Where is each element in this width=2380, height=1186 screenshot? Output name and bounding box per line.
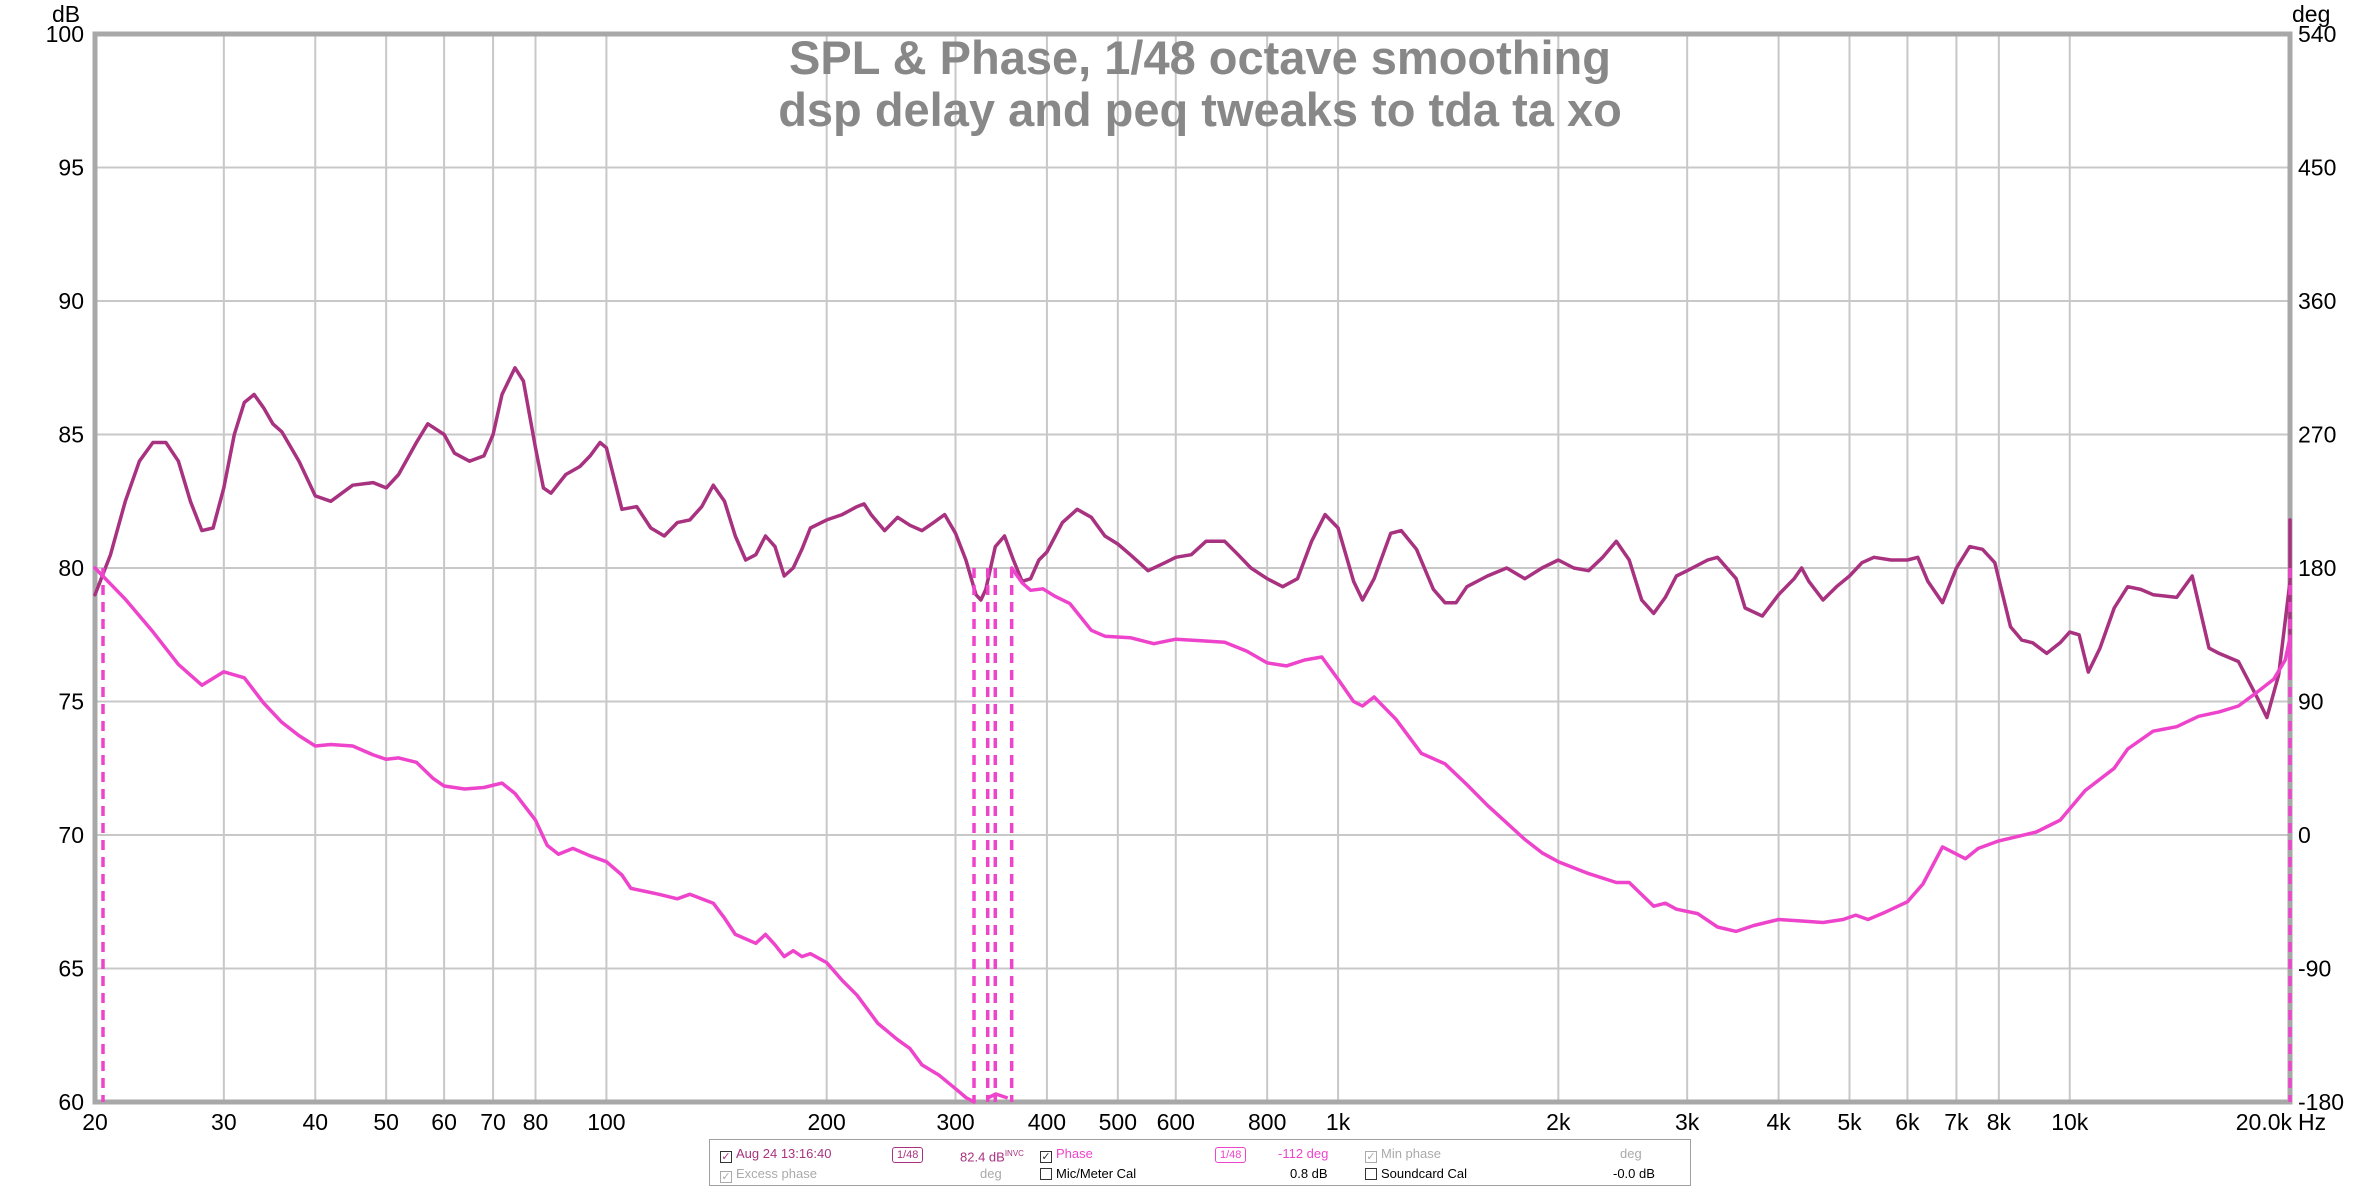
phase-value-readout: -112 deg <box>1278 1146 1329 1161</box>
x-tick-label: 20 <box>82 1109 108 1135</box>
x-tick-label: 3k <box>1675 1109 1700 1135</box>
x-tick-label: 100 <box>587 1109 625 1135</box>
x-tick-label: 6k <box>1895 1109 1920 1135</box>
legend-mic-cal[interactable]: Mic/Meter Cal <box>1040 1166 1136 1182</box>
x-tick-label: 4k <box>1766 1109 1791 1135</box>
x-tick-label: 800 <box>1248 1109 1286 1135</box>
legend-min-phase[interactable]: ✓ Min phase <box>1365 1146 1441 1163</box>
left-tick-label: 60 <box>58 1089 84 1115</box>
right-tick-label: 0 <box>2298 822 2311 848</box>
x-tick-label: 10k <box>2051 1109 2089 1135</box>
left-axis-label: dB <box>52 1 80 27</box>
min-phase-unit: deg <box>1620 1146 1642 1161</box>
left-tick-label: 90 <box>58 288 84 314</box>
right-tick-label: -90 <box>2298 956 2331 982</box>
soundcard-cal-label: Soundcard Cal <box>1381 1166 1467 1181</box>
x-tick-label: 300 <box>936 1109 974 1135</box>
x-tick-label: 2k <box>1546 1109 1571 1135</box>
excess-phase-unit: deg <box>980 1166 1002 1181</box>
soundcard-cal-checkbox[interactable] <box>1365 1168 1377 1180</box>
min-phase-checkbox[interactable]: ✓ <box>1365 1151 1377 1163</box>
phase-smoothing-value: 1/48 <box>1215 1147 1247 1163</box>
chart-title: SPL & Phase, 1/48 octave smoothing <box>789 31 1611 84</box>
x-tick-label: 50 <box>373 1109 399 1135</box>
x-axis-unit-label: Hz <box>2298 1109 2326 1135</box>
series-line <box>93 566 976 1104</box>
measurement-checkbox[interactable]: ✓ <box>720 1151 732 1163</box>
phase-label: Phase <box>1056 1146 1093 1161</box>
left-tick-label: 85 <box>58 422 84 448</box>
soundcard-cal-value: -0.0 dB <box>1613 1166 1655 1181</box>
mic-cal-value: 0.8 dB <box>1290 1166 1328 1181</box>
excess-phase-label: Excess phase <box>736 1166 817 1181</box>
left-tick-label: 100 <box>46 21 84 47</box>
chart-series <box>93 366 2292 1104</box>
x-tick-label: 400 <box>1028 1109 1066 1135</box>
x-tick-label: 500 <box>1099 1109 1137 1135</box>
spl-smoothing-value: 1/48 <box>892 1147 924 1163</box>
right-tick-label: 360 <box>2298 288 2336 314</box>
x-tick-label: 20.0k <box>2236 1109 2293 1135</box>
measurement-legend: ✓ Aug 24 13:16:40 1/48 82.4 dBINVC ✓ Phase… <box>709 1139 1691 1186</box>
spl-value-readout: 82.4 dBINVC <box>960 1146 1024 1165</box>
legend-phase[interactable]: ✓ Phase <box>1040 1146 1093 1163</box>
spl-value-suffix: INVC <box>1004 1149 1024 1158</box>
right-tick-label: -180 <box>2298 1089 2344 1115</box>
left-tick-label: 95 <box>58 155 84 181</box>
right-tick-label: 450 <box>2298 155 2336 181</box>
x-tick-label: 5k <box>1837 1109 1862 1135</box>
phase-wrap-connector <box>986 1092 1009 1100</box>
x-tick-label: 80 <box>523 1109 549 1135</box>
right-tick-label: 180 <box>2298 555 2336 581</box>
x-tick-label: 7k <box>1944 1109 1969 1135</box>
series-line <box>1009 566 2292 934</box>
x-tick-label: 70 <box>480 1109 506 1135</box>
x-tick-label: 30 <box>211 1109 237 1135</box>
x-tick-label: 60 <box>431 1109 457 1135</box>
x-tick-label: 600 <box>1157 1109 1195 1135</box>
mic-cal-label: Mic/Meter Cal <box>1056 1166 1137 1181</box>
legend-excess-phase[interactable]: ✓ Excess phase <box>720 1166 817 1183</box>
right-axis-ticks: 540 450 360 270 180 90 0 -90 -180 <box>2298 21 2344 1115</box>
chart-subtitle: dsp delay and peq tweaks to tda ta xo <box>778 83 1622 136</box>
right-axis-label: deg <box>2292 1 2330 27</box>
right-tick-label: 90 <box>2298 689 2324 715</box>
right-tick-label: 540 <box>2298 21 2336 47</box>
right-tick-label: 270 <box>2298 422 2336 448</box>
mic-cal-checkbox[interactable] <box>1040 1168 1052 1180</box>
series-line <box>93 366 2292 720</box>
min-phase-label: Min phase <box>1381 1146 1441 1161</box>
spl-smoothing-badge[interactable]: 1/48 <box>892 1146 924 1163</box>
left-tick-label: 80 <box>58 555 84 581</box>
chart-grid <box>94 33 2291 1103</box>
x-axis-ticks: 20 30 40 50 60 70 80 100 200 300 400 500 600 800 1k 2k 3… <box>82 1109 2292 1135</box>
x-tick-label: 8k <box>1987 1109 2012 1135</box>
spl-phase-chart: 100 95 90 85 80 75 70 65 60 540 450 360 270 180 90 0 -9… <box>46 1 2344 1135</box>
spl-value: 82.4 dB <box>960 1149 1005 1165</box>
left-axis-ticks: 100 95 90 85 80 75 70 65 60 <box>46 21 84 1115</box>
legend-measurement[interactable]: ✓ Aug 24 13:16:40 <box>720 1146 831 1163</box>
phase-checkbox[interactable]: ✓ <box>1040 1151 1052 1163</box>
left-tick-label: 70 <box>58 822 84 848</box>
legend-soundcard-cal[interactable]: Soundcard Cal <box>1365 1166 1467 1182</box>
left-tick-label: 65 <box>58 956 84 982</box>
x-tick-label: 40 <box>302 1109 328 1135</box>
left-tick-label: 75 <box>58 689 84 715</box>
x-tick-label: 200 <box>807 1109 845 1135</box>
phase-smoothing-badge[interactable]: 1/48 <box>1215 1146 1247 1163</box>
excess-phase-checkbox[interactable]: ✓ <box>720 1171 732 1183</box>
x-tick-label: 1k <box>1326 1109 1351 1135</box>
measurement-name: Aug 24 13:16:40 <box>736 1146 832 1161</box>
